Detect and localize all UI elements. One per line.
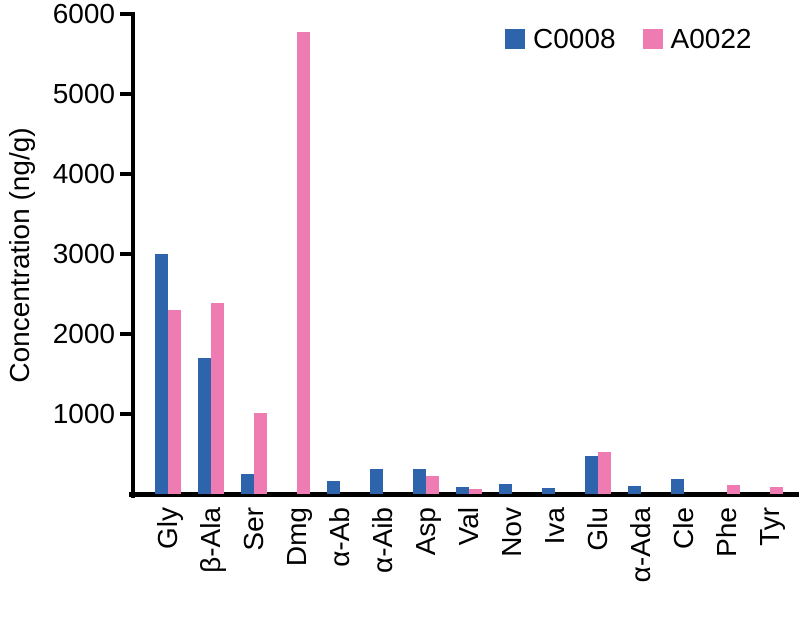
y-tick-label: 2000: [52, 318, 115, 349]
x-tick-label-Phe: Phe: [711, 507, 742, 557]
legend-swatch-a0022: [642, 29, 663, 49]
x-tick-label-Val: Val: [453, 507, 484, 546]
bar-A0022-Glu: [598, 452, 611, 494]
y-tick-label: 6000: [52, 0, 115, 29]
bar-C0008-Asp: [413, 469, 426, 494]
x-axis-line: [129, 492, 799, 497]
x-tick-label-Cle: Cle: [668, 507, 699, 550]
y-tick-mark: [120, 12, 131, 16]
bar-C0008-α-Aib: [370, 469, 383, 494]
y-tick-label: 3000: [52, 238, 115, 269]
x-tick-label-Ser: Ser: [238, 507, 269, 551]
bar-A0022-Gly: [168, 310, 181, 494]
y-tick-label: 1000: [52, 398, 115, 429]
bar-C0008-Nov: [499, 484, 512, 494]
x-tick-label-α-Ada: α-Ada: [625, 507, 656, 583]
bar-A0022-Dmg: [297, 32, 310, 494]
bar-C0008-α-Ada: [628, 486, 641, 494]
x-tick-label-β-Ala: β-Ala: [195, 507, 226, 573]
bar-A0022-β-Ala: [211, 303, 224, 494]
x-tick-label-Tyr: Tyr: [754, 507, 785, 546]
x-tick-label-α-Aib: α-Aib: [367, 507, 398, 573]
bar-A0022-Ser: [254, 413, 267, 494]
bar-C0008-Val: [456, 487, 469, 494]
bar-C0008-Gly: [155, 254, 168, 494]
bar-A0022-Val: [469, 489, 482, 494]
legend-swatch-c0008: [505, 29, 525, 49]
bar-C0008-Glu: [585, 456, 598, 494]
bar-C0008-Ser: [241, 474, 254, 494]
x-tick-label-Gly: Gly: [152, 507, 183, 549]
x-tick-label-Glu: Glu: [582, 507, 613, 551]
x-tick-label-Dmg: Dmg: [281, 507, 312, 567]
y-tick-mark: [120, 92, 131, 96]
y-axis-line: [131, 12, 135, 498]
x-tick-label-α-Ab: α-Ab: [324, 507, 355, 567]
y-tick-mark: [120, 172, 131, 176]
y-tick-label: 5000: [52, 78, 115, 109]
bar-C0008-Iva: [542, 488, 555, 494]
legend-label-a0022: A0022: [670, 23, 752, 54]
bar-A0022-Phe: [727, 485, 740, 494]
y-tick-mark: [120, 332, 131, 336]
legend-item-c0008: C0008: [505, 25, 616, 53]
bar-A0022-Asp: [426, 476, 439, 494]
bar-C0008-Cle: [671, 479, 684, 494]
x-tick-label-Nov: Nov: [496, 507, 527, 557]
x-tick-label-Iva: Iva: [539, 507, 570, 545]
bar-A0022-Tyr: [770, 487, 783, 494]
legend-item-a0022: A0022: [642, 23, 752, 54]
y-tick-mark: [120, 252, 131, 256]
y-tick-mark: [120, 412, 131, 416]
legend-label-c0008: C0008: [533, 23, 616, 54]
bar-C0008-β-Ala: [198, 358, 211, 494]
x-tick-label-Asp: Asp: [410, 507, 441, 556]
legend: C0008 A0022: [505, 25, 751, 53]
bar-C0008-α-Ab: [327, 481, 340, 494]
y-tick-label: 4000: [52, 158, 115, 189]
